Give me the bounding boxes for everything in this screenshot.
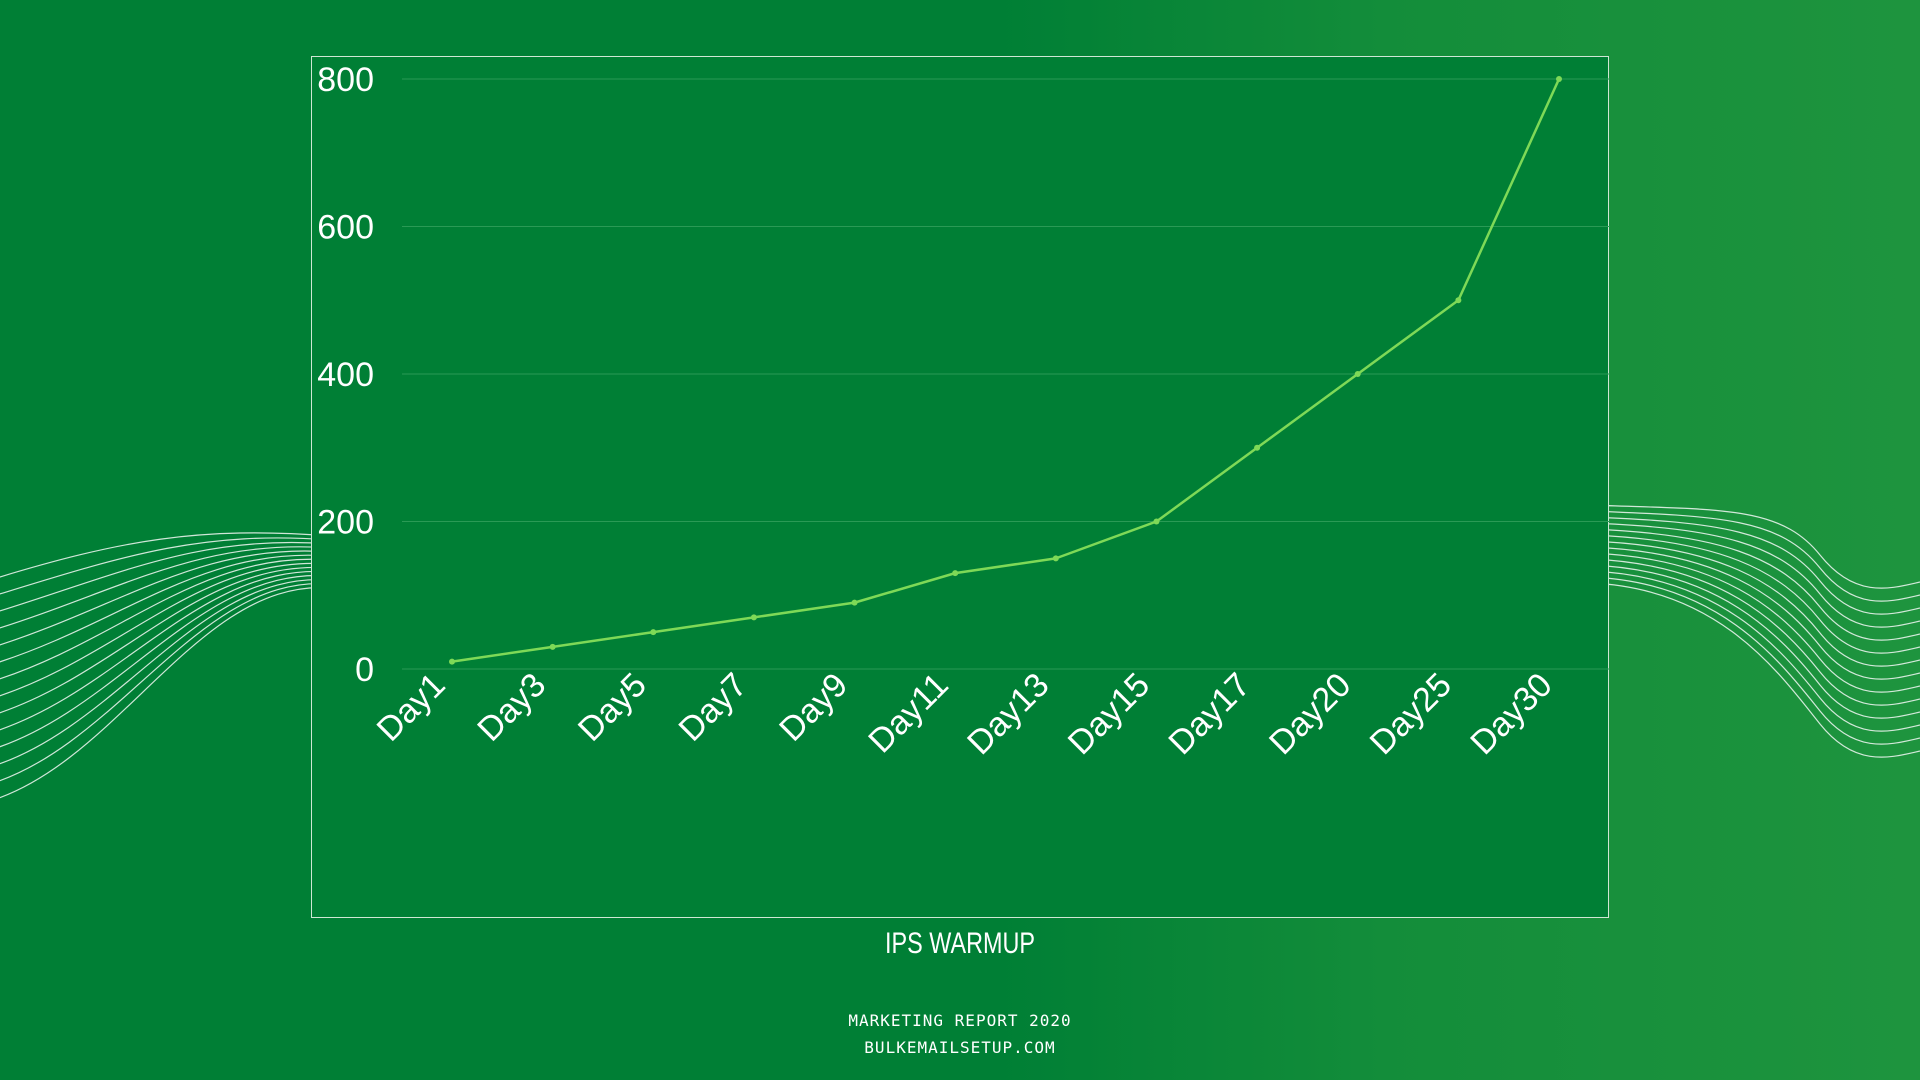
y-tick-label: 400 [317, 356, 374, 394]
x-tick-label: Day15 [1061, 666, 1157, 762]
x-tick-label: Day30 [1463, 666, 1559, 762]
decorative-wave-line [0, 546, 331, 629]
decorative-wave-line [0, 554, 331, 663]
decorative-wave-line [0, 562, 331, 697]
decorative-wave-line [0, 558, 331, 680]
decorative-wave-line [1589, 546, 1920, 680]
y-tick-label: 0 [355, 651, 374, 689]
series-line [451, 78, 1561, 663]
decorative-wave-line [1589, 522, 1920, 628]
y-tick-label: 600 [317, 209, 374, 247]
decorative-wave-line [1589, 510, 1920, 602]
decorative-wave-line [1589, 558, 1920, 706]
decorative-wave-line [0, 579, 331, 765]
x-tick-label: Day13 [960, 666, 1056, 762]
decorative-wave-line [1589, 552, 1920, 693]
data-point [1455, 297, 1462, 304]
footer-report-label: MARKETING REPORT 2020 [848, 1011, 1072, 1030]
decorative-wave-line [0, 537, 331, 595]
decorative-wave-line [1589, 564, 1920, 719]
x-tick-label: Day5 [571, 666, 654, 749]
decorative-wave-line [1589, 540, 1920, 667]
decorative-wave-line [0, 541, 331, 612]
decorative-wave-line [0, 583, 331, 782]
data-point [750, 614, 757, 621]
y-tick-label: 200 [317, 504, 374, 542]
x-tick-label: Day11 [861, 666, 956, 761]
data-point [449, 658, 455, 665]
decorative-wave-line [1589, 528, 1920, 641]
data-point [952, 570, 959, 577]
decorative-wave-line [1589, 504, 1920, 589]
data-point [1254, 444, 1261, 451]
chart-frame: 0 200 400 600 800 Day1 Day3 Day5 Day7 Day9 Day11 Da… [311, 56, 1610, 960]
x-tick-label: Day17 [1161, 666, 1257, 762]
decorative-wave-line [0, 587, 331, 799]
decorative-wave-line [0, 550, 331, 646]
data-point [650, 629, 657, 636]
decorative-wave-line [1589, 516, 1920, 615]
decorative-wave-line [1589, 576, 1920, 745]
data-point [1354, 371, 1361, 377]
decorative-wave-line [1589, 534, 1920, 654]
chart-title: IPS WARMUP [885, 927, 1035, 960]
x-tick-label: Day9 [772, 666, 855, 749]
decorative-wave-line [0, 566, 331, 714]
y-tick-label: 800 [317, 61, 374, 99]
data-point [1052, 555, 1059, 562]
decorative-wave-line [1589, 582, 1920, 758]
decorative-wave-line [0, 532, 331, 578]
data-point [1153, 518, 1160, 525]
x-tick-label: Day20 [1262, 666, 1358, 762]
x-tick-label: Day25 [1363, 666, 1459, 762]
x-tick-label: Day3 [470, 666, 553, 749]
footer-website-label: BULKEMAILSETUP.COM [864, 1038, 1056, 1057]
data-point [549, 643, 556, 650]
data-point [851, 599, 858, 606]
x-tick-label: Day1 [370, 666, 453, 749]
x-tick-label: Day7 [672, 666, 755, 749]
decorative-wave-line [0, 574, 331, 748]
decorative-wave-line [0, 570, 331, 731]
data-point [1556, 76, 1562, 82]
decorative-wave-line [1589, 570, 1920, 732]
